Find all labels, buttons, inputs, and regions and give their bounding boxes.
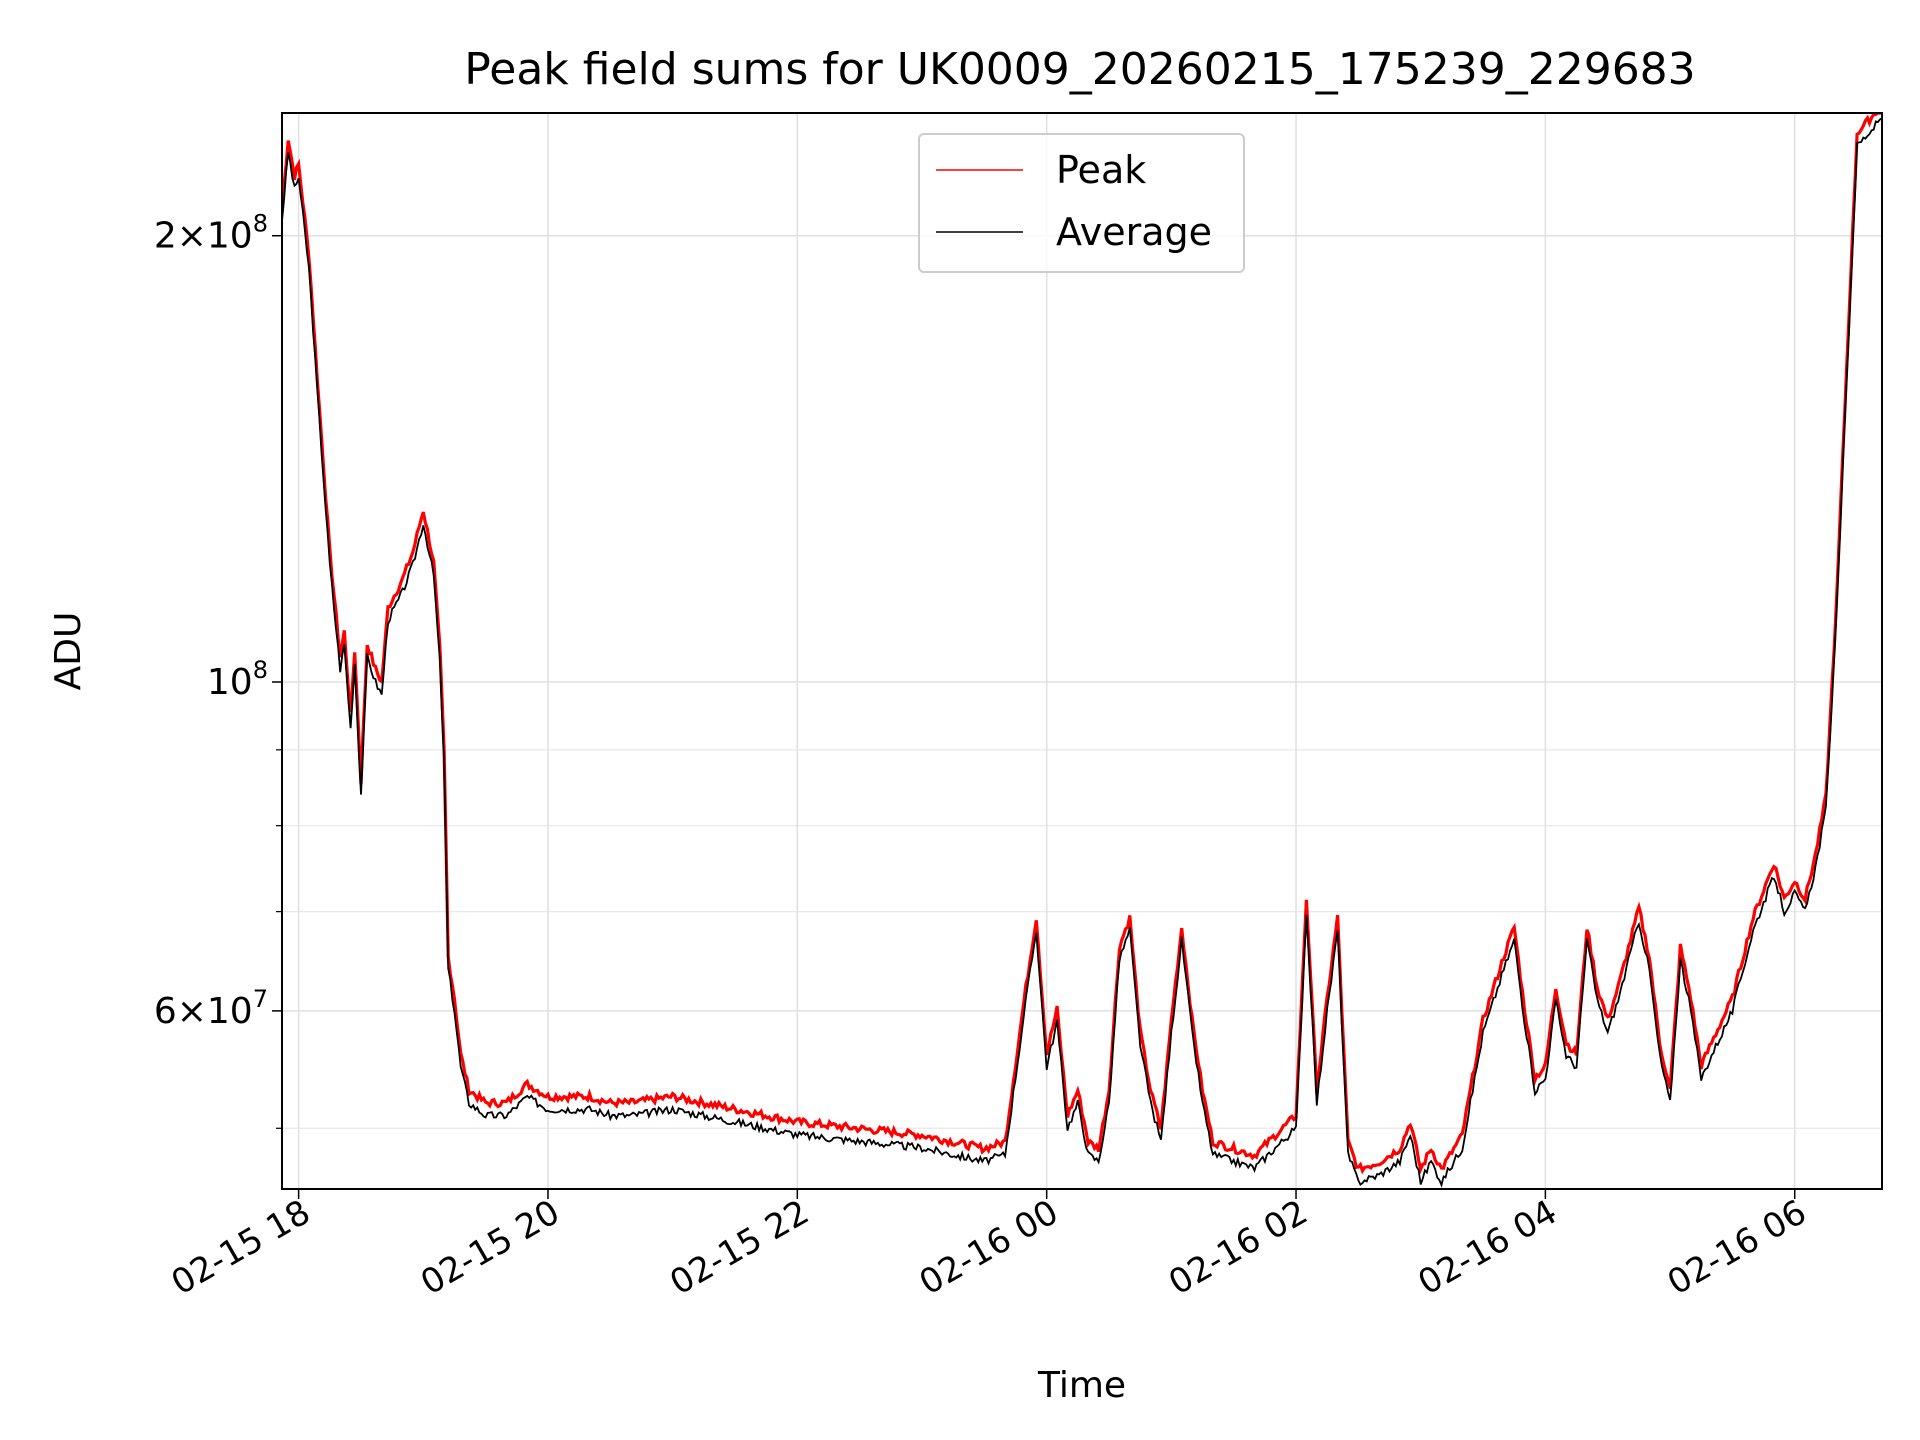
y-tick-label-exponent: 8 xyxy=(253,210,268,238)
x-axis-label: Time xyxy=(1037,1365,1126,1406)
y-tick-label-base: 2×10 xyxy=(154,216,253,257)
y-tick-label-base: 10 xyxy=(207,662,253,703)
y-tick-label: 2×108 xyxy=(154,210,268,257)
series-lines xyxy=(282,113,1882,1188)
y-tick-label: 6×107 xyxy=(154,985,268,1032)
y-axis-label: ADU xyxy=(48,612,89,691)
y-tick-label-exponent: 7 xyxy=(253,985,268,1013)
legend-box xyxy=(918,133,1245,273)
legend-peak-label: Peak xyxy=(1056,148,1146,192)
plot-frame xyxy=(281,112,1883,1190)
legend-average-label: Average xyxy=(1056,210,1212,254)
y-tick-label-exponent: 8 xyxy=(253,656,268,684)
y-tick-label: 108 xyxy=(207,656,268,703)
series-average-line xyxy=(282,117,1882,1188)
chart-title: Peak field sums for UK0009_20260215_1752… xyxy=(464,44,1695,95)
series-peak-line xyxy=(282,113,1882,1175)
legend: Peak Average xyxy=(918,133,1245,273)
y-tick-label-base: 6×10 xyxy=(154,991,253,1032)
